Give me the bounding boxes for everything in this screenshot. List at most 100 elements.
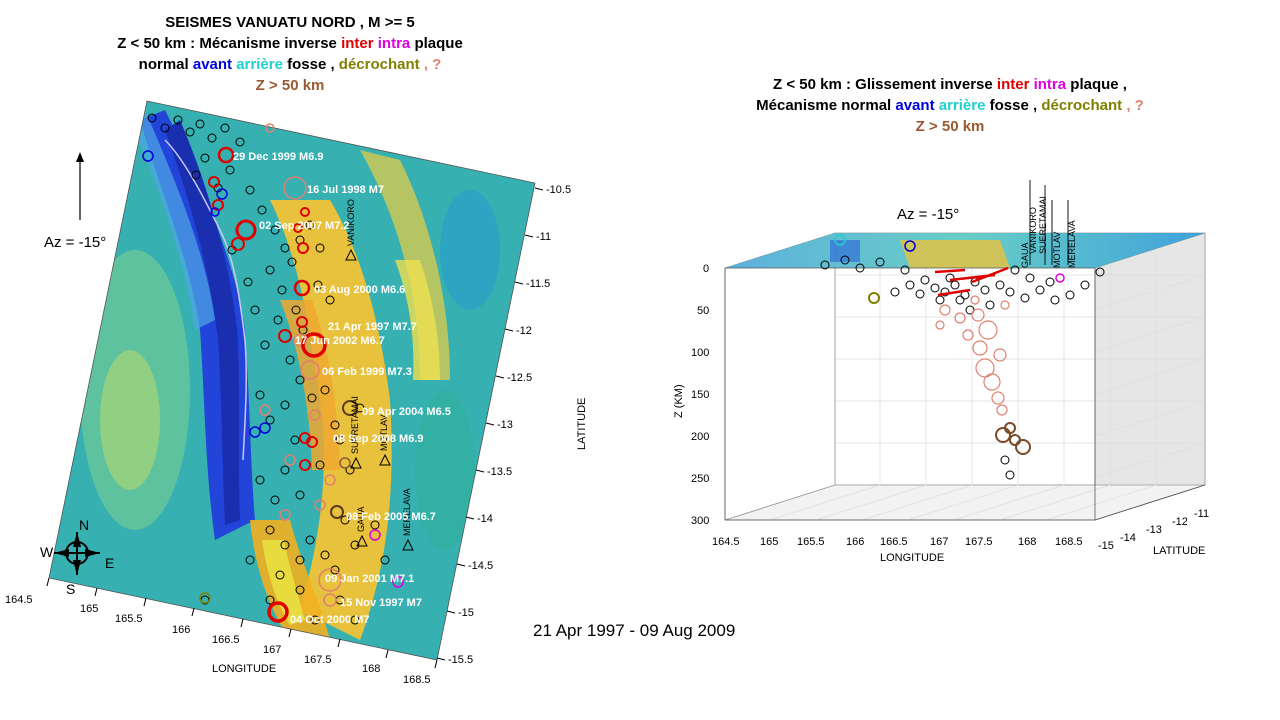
volcano-label-sueretamai: SUERETAMAI <box>350 396 360 454</box>
compass-w: W <box>40 544 54 560</box>
left-title-normal: normal <box>138 56 193 73</box>
right-title-plaque: plaque , <box>1066 76 1127 93</box>
z-tick: 100 <box>691 347 709 359</box>
z-axis-label: Z (KM) <box>673 384 685 418</box>
right-title-inter: inter <box>996 76 1030 93</box>
event-label: 04 Oct 2000 M7 <box>290 614 370 626</box>
map-lon-tick: 164.5 <box>5 594 33 606</box>
event-label: 15 Nov 1997 M7 <box>340 597 422 609</box>
event-label: 03 Aug 2000 M6.6 <box>314 284 405 296</box>
event-label: 06 Feb 1999 M7.3 <box>322 366 412 378</box>
lon-axis-label-3d: LONGITUDE <box>880 552 944 564</box>
left-title-line1: SEISMES VANUATU NORD , M >= 5 <box>165 14 415 31</box>
plot3d-black-events <box>820 255 1105 480</box>
lon-tick-3d: 165 <box>760 536 778 548</box>
map-ylabel: LATITUDE <box>576 398 588 450</box>
lon-tick-3d: 167.5 <box>965 536 993 548</box>
event-label: 21 Apr 1997 M7.7 <box>328 321 417 333</box>
left-title-intra: intra <box>377 35 411 52</box>
lat-tick-3d: -13 <box>1146 524 1162 536</box>
date-range: 21 Apr 1997 - 09 Aug 2009 <box>533 621 736 640</box>
right-title-fosse: fosse , <box>985 97 1038 114</box>
map-lon-tick: 167.5 <box>304 654 332 666</box>
plot3d-volcano-label: GAUA <box>1020 242 1030 268</box>
map-lat-tick: -14 <box>477 513 493 525</box>
left-title-arriere: arrière <box>236 56 283 73</box>
map-other-events <box>142 150 404 604</box>
lat-tick-3d: -11 <box>1194 508 1209 520</box>
event-label: 02 Sep 2007 M7.2 <box>259 220 350 232</box>
volcano-label-motlav: MOTLAV <box>379 415 389 451</box>
right-title-normal: Mécanisme normal <box>756 97 896 114</box>
map-lat-tick: -13.5 <box>487 466 512 478</box>
map-lat-tick: -14.5 <box>468 560 493 572</box>
map-black-events <box>147 113 390 625</box>
event-label: 08 Feb 2005 M6.7 <box>346 511 436 523</box>
lat-tick-3d: -15 <box>1098 540 1114 552</box>
map-lon-tick: 168.5 <box>403 674 431 686</box>
event-label: 09 Apr 2004 M6.5 <box>362 406 451 418</box>
map-lat-tick: -12.5 <box>507 372 532 384</box>
volcano-label-vanikoro: VANIKORO <box>346 199 356 246</box>
volcano-icon <box>350 456 362 469</box>
plot3d-volcano-label: VANIKORO <box>1028 207 1038 254</box>
volcano-label-merelava: MERELAVA <box>402 488 412 536</box>
map-lon-tick: 167 <box>263 644 281 656</box>
event-label: 17 Jun 2002 M6.7 <box>295 335 385 347</box>
map-lon-tick: 165 <box>80 603 98 615</box>
plot3d-volcanoes <box>1029 180 1069 265</box>
lon-tick-3d: 164.5 <box>712 536 740 548</box>
lon-tick-3d: 165.5 <box>797 536 825 548</box>
right-title-inverse: Z < 50 km : Glissement inverse <box>773 76 997 93</box>
volcano-label-gaua: GAUA <box>356 506 366 532</box>
plot3d-volcano-label: MERELAVA <box>1067 220 1077 268</box>
map-lon-ticks <box>46 577 438 669</box>
lon-tick-3d: 166.5 <box>880 536 908 548</box>
plot3d-deep-events <box>995 422 1031 455</box>
left-title-inverse: Z < 50 km : Mécanisme inverse <box>117 35 342 52</box>
right-title-decrochant: décrochant <box>1041 97 1123 114</box>
volcano-icon <box>402 538 414 551</box>
z-tick: 300 <box>691 515 709 527</box>
lat-tick-3d: -14 <box>1120 532 1136 544</box>
left-title-question: , ? <box>419 56 442 73</box>
right-title-deep: Z > 50 km <box>915 118 985 135</box>
map-lon-tick: 166.5 <box>212 634 240 646</box>
map-lon-tick: 166 <box>172 624 190 636</box>
event-label: 29 Dec 1999 M6.9 <box>233 151 324 163</box>
right-title-arriere: arrière <box>938 97 986 114</box>
plot3d-volcano-label: MOTLAV <box>1052 232 1062 268</box>
plot3d-color-events <box>834 234 1065 304</box>
compass-e: E <box>105 555 114 571</box>
event-label: 08 Sep 2008 M6.9 <box>333 433 424 445</box>
bathymetry <box>49 101 535 660</box>
map-lat-tick: -12 <box>516 325 532 337</box>
map-lat-tick: -11 <box>536 231 551 243</box>
left-title-fosse: fosse , <box>282 56 335 73</box>
north-arrow-head-icon <box>76 152 84 162</box>
left-title-inter: inter <box>341 35 374 52</box>
compass-n: N <box>79 517 89 533</box>
map-red-events <box>208 146 327 623</box>
right-title: Z < 50 km : Glissement inverse inter int… <box>690 74 1210 137</box>
map-lon-tick: 168 <box>362 663 380 675</box>
right-title-question: , ? <box>1122 97 1144 114</box>
right-title-intra: intra <box>1033 76 1067 93</box>
map-lat-tick: -11.5 <box>526 278 550 290</box>
compass-s: S <box>66 581 75 597</box>
volcano-icon <box>345 248 357 261</box>
lon-tick-3d: 168.5 <box>1055 536 1083 548</box>
volcano-icon <box>379 453 391 466</box>
z-tick: 150 <box>691 389 709 401</box>
plot3d-salmon-events <box>935 295 1010 416</box>
lat-tick-3d: -12 <box>1172 516 1188 528</box>
map-lon-tick: 165.5 <box>115 613 143 625</box>
volcano-icon <box>356 534 368 547</box>
event-label: 16 Jul 1998 M7 <box>307 184 384 196</box>
plot3d-volcano-label: SUERETAMAI <box>1038 196 1048 254</box>
z-tick: 250 <box>691 473 709 485</box>
lon-tick-3d: 168 <box>1018 536 1036 548</box>
plot3d-red-events <box>934 266 1009 297</box>
